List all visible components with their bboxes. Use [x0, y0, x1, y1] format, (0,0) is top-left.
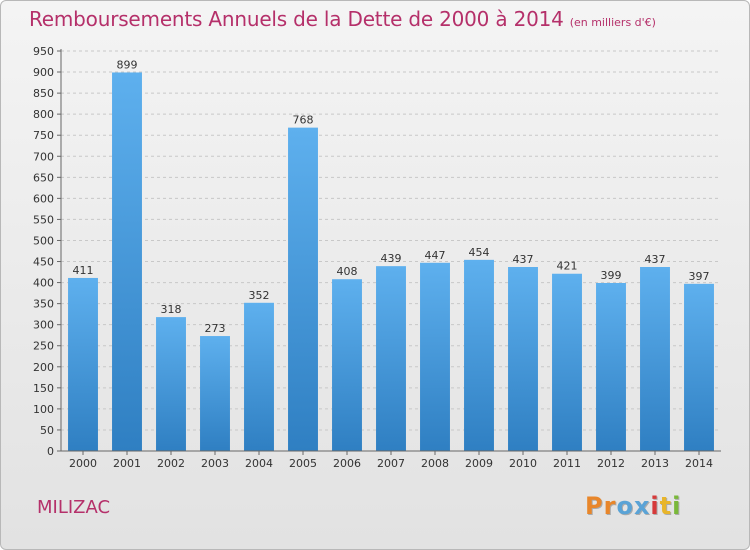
y-tick-label: 600 [33, 192, 54, 205]
logo-letter: t [659, 492, 673, 520]
proxiti-logo: Proxiti [585, 492, 681, 520]
y-tick-label: 450 [33, 256, 54, 269]
y-tick-label: 850 [33, 87, 54, 100]
bar-value-label: 768 [293, 114, 314, 127]
x-tick-label: 2003 [201, 457, 229, 470]
chart-subtitle: (en milliers d'€) [569, 16, 656, 29]
bar-2006 [332, 279, 362, 451]
bar-value-label: 399 [601, 269, 622, 282]
bar-value-label: 408 [337, 265, 358, 278]
bar-value-label: 437 [645, 253, 666, 266]
y-tick-label: 250 [33, 340, 54, 353]
logo-letter: i [672, 492, 682, 520]
x-tick-label: 2001 [113, 457, 141, 470]
logo-letter: o [616, 492, 634, 520]
bar-value-label: 439 [381, 252, 402, 265]
x-tick-label: 2004 [245, 457, 273, 470]
y-tick-label: 50 [40, 424, 54, 437]
bar-2003 [200, 336, 230, 451]
x-tick-label: 2012 [597, 457, 625, 470]
y-tick-label: 750 [33, 129, 54, 142]
y-tick-label: 950 [33, 45, 54, 58]
x-tick-label: 2014 [685, 457, 713, 470]
x-tick-label: 2011 [553, 457, 581, 470]
y-tick-label: 400 [33, 277, 54, 290]
logo-letter: x [633, 492, 651, 520]
chart-title: Remboursements Annuels de la Dette de 20… [29, 7, 656, 31]
bar-value-label: 352 [249, 289, 270, 302]
bar-2000 [68, 277, 98, 451]
y-tick-label: 350 [33, 298, 54, 311]
bar-value-label: 454 [469, 246, 490, 259]
bar-value-label: 273 [205, 322, 226, 335]
bar-2008 [420, 262, 450, 451]
bar-value-label: 899 [117, 58, 138, 71]
bar-value-label: 437 [513, 253, 534, 266]
x-tick-label: 2006 [333, 457, 361, 470]
bar-2002 [156, 317, 186, 451]
bar-value-label: 447 [425, 249, 446, 262]
y-tick-label: 100 [33, 403, 54, 416]
x-tick-label: 2008 [421, 457, 449, 470]
y-tick-label: 0 [47, 445, 54, 458]
commune-name: MILIZAC [37, 497, 111, 518]
bar-2004 [244, 302, 274, 451]
x-tick-label: 2007 [377, 457, 405, 470]
bar-2014 [684, 283, 714, 451]
logo-letter: i [650, 492, 660, 520]
x-tick-label: 2002 [157, 457, 185, 470]
bar-2005 [288, 127, 318, 451]
bar-2013 [640, 267, 670, 451]
x-tick-label: 2013 [641, 457, 669, 470]
y-tick-label: 150 [33, 382, 54, 395]
bar-value-label: 421 [557, 260, 578, 273]
x-tick-label: 2000 [69, 457, 97, 470]
x-tick-label: 2005 [289, 457, 317, 470]
y-tick-label: 900 [33, 66, 54, 79]
y-tick-label: 800 [33, 108, 54, 121]
y-tick-label: 200 [33, 361, 54, 374]
y-tick-label: 300 [33, 319, 54, 332]
y-tick-label: 500 [33, 234, 54, 247]
y-tick-label: 550 [33, 213, 54, 226]
x-tick-label: 2009 [465, 457, 493, 470]
y-tick-label: 650 [33, 171, 54, 184]
bar-value-label: 411 [73, 264, 94, 277]
bar-2001 [112, 72, 142, 451]
x-tick-label: 2010 [509, 457, 537, 470]
bar-2012 [596, 283, 626, 451]
bar-2007 [376, 266, 406, 451]
bar-2009 [464, 259, 494, 451]
chart-title-text: Remboursements Annuels de la Dette de 20… [29, 7, 564, 31]
bar-value-label: 318 [161, 303, 182, 316]
bar-2011 [552, 273, 582, 451]
bar-value-label: 397 [689, 270, 710, 283]
logo-letter: P [585, 492, 604, 520]
y-tick-label: 700 [33, 150, 54, 163]
bar-2010 [508, 267, 538, 451]
logo-letter: r [603, 492, 617, 520]
